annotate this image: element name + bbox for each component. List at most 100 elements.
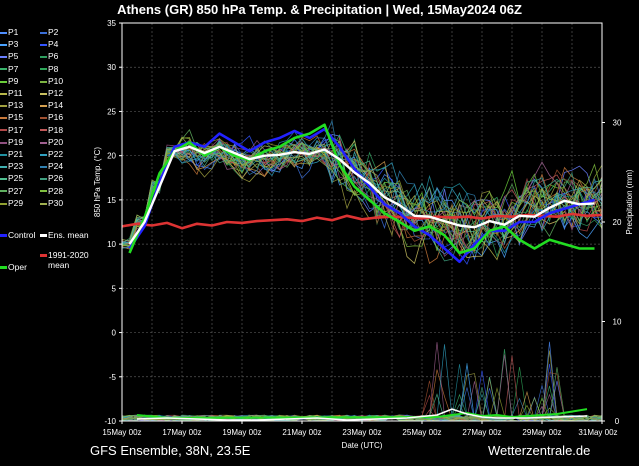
ens-mean-precip-line xyxy=(136,408,588,421)
legend-item-p14: P14 xyxy=(40,100,63,110)
x-tick-label: 19May 00z xyxy=(222,428,261,437)
legend-item-p4-label: P4 xyxy=(48,39,59,50)
legend-item-p21-label: P21 xyxy=(8,149,24,159)
legend-item-p21: P21 xyxy=(0,149,23,159)
legend-item-p11-label: P11 xyxy=(8,88,23,98)
legend-item-p16: P16 xyxy=(40,112,63,122)
y-tick-label: 25 xyxy=(107,107,116,116)
legend-item-p5-label: P5 xyxy=(8,51,19,62)
x-tick-label: 29May 00z xyxy=(522,428,561,437)
legend-item-p18: P18 xyxy=(40,125,63,135)
model-info: GFS Ensemble, 38N, 23.5E xyxy=(90,443,251,458)
chart-title: Athens (GR) 850 hPa Temp. & Precipitatio… xyxy=(117,2,522,17)
legend-item-climate-mean: 1991-2020 mean xyxy=(40,250,89,270)
legend-item-p12-label: P12 xyxy=(48,88,64,98)
legend-item-p7-label: P7 xyxy=(8,63,19,74)
legend-item-p23-swatch xyxy=(0,165,7,168)
legend-item-p25: P25 xyxy=(0,173,23,183)
y-tick-label: -5 xyxy=(109,373,117,382)
legend-item-p13-label: P13 xyxy=(8,100,24,111)
legend-item-p9-swatch xyxy=(0,80,7,83)
legend-item-p5-swatch xyxy=(0,56,7,59)
ens-mean-line xyxy=(128,145,595,245)
legend-item-p14-swatch xyxy=(40,104,47,107)
member-line-P27 xyxy=(121,129,603,247)
legend-item-p14-label: P14 xyxy=(48,100,64,111)
legend-item-p19-swatch xyxy=(0,141,7,144)
legend-item-p22-label: P22 xyxy=(48,149,64,159)
legend-item-p18-label: P18 xyxy=(48,124,64,135)
y-tick-label: 5 xyxy=(112,284,117,293)
legend-item-p20: P20 xyxy=(40,137,63,147)
legend-item-p9-label: P9 xyxy=(8,75,19,86)
legend-item-climate-mean-label: 1991-2020 xyxy=(48,250,89,260)
legend-item-control: Control xyxy=(0,230,35,240)
legend-item-p20-label: P20 xyxy=(48,136,64,147)
legend-item-p13: P13 xyxy=(0,100,23,110)
oper-precip-line xyxy=(136,408,588,419)
legend-item-p24: P24 xyxy=(40,161,63,171)
legend-item-p23-label: P23 xyxy=(8,161,24,172)
legend-item-p28-swatch xyxy=(40,190,47,193)
legend-item-p29-swatch xyxy=(0,202,7,205)
axes: -10 -5 0 5 10 15 20 25 30 35 0 10 20 30 15May 00z 17May… xyxy=(93,19,634,450)
legend-item-p23: P23 xyxy=(0,161,23,171)
legend-item-p7-swatch xyxy=(0,68,7,71)
legend-item-p16-swatch xyxy=(40,117,47,120)
legend-item-p3-label: P3 xyxy=(8,39,19,50)
legend-item-p8: P8 xyxy=(40,64,58,74)
legend-item-p3: P3 xyxy=(0,39,18,49)
legend-item-p28-label: P28 xyxy=(48,185,64,196)
legend-item-p25-label: P25 xyxy=(8,173,24,184)
legend-item-climate-mean-swatch xyxy=(40,254,47,258)
legend-item-p13-swatch xyxy=(0,104,7,107)
legend-item-p20-swatch xyxy=(40,141,47,144)
legend-item-p1-swatch xyxy=(0,31,7,34)
x-axis-label: Date (UTC) xyxy=(342,441,383,450)
legend-item-p26-label: P26 xyxy=(48,173,64,184)
y2-tick-label: 0 xyxy=(615,417,620,426)
legend-item-p15-swatch xyxy=(0,117,7,120)
y-tick-label: 35 xyxy=(107,19,116,28)
legend-item-p28: P28 xyxy=(40,186,63,196)
legend-item-p30-swatch xyxy=(40,202,47,205)
legend-item-p6: P6 xyxy=(40,51,58,61)
legend-item-p9: P9 xyxy=(0,76,18,86)
legend-item-p1-label: P1 xyxy=(8,27,19,37)
legend-item-p21-swatch xyxy=(0,153,7,156)
legend-item-p11: P11 xyxy=(0,88,23,98)
y-tick-label: 30 xyxy=(107,63,116,72)
legend-item-ens-mean-label: Ens. mean xyxy=(48,230,89,240)
oper-line xyxy=(128,123,595,255)
legend-item-p2-label: P2 xyxy=(48,27,59,37)
legend-item-p26: P26 xyxy=(40,173,63,183)
x-tick-label: 23May 00z xyxy=(342,428,381,437)
legend-item-p10: P10 xyxy=(40,76,63,86)
member-line-P26 xyxy=(121,136,603,262)
legend-item-p11-swatch xyxy=(0,92,7,95)
y2-tick-label: 20 xyxy=(613,218,622,227)
legend-item-p18-swatch xyxy=(40,129,47,132)
legend-item-p19-label: P19 xyxy=(8,136,24,147)
member-line-P22 xyxy=(121,143,603,244)
legend-item-p3-swatch xyxy=(0,43,7,46)
legend-item-control-label: Control xyxy=(8,230,36,240)
legend-item-p17-swatch xyxy=(0,129,7,132)
legend-item-p30-label: P30 xyxy=(48,197,64,208)
legend-item-oper: Oper xyxy=(0,262,27,272)
legend-item-p29-label: P29 xyxy=(8,197,24,208)
legend-item-ens-mean-swatch xyxy=(40,234,47,238)
legend-item-p15-label: P15 xyxy=(8,112,24,123)
y2-tick-label: 10 xyxy=(613,318,622,327)
legend-item-p27-swatch xyxy=(0,190,7,193)
legend-item-oper-label: Oper xyxy=(8,262,27,272)
legend-item-p2: P2 xyxy=(40,27,58,37)
legend-item-p12: P12 xyxy=(40,88,63,98)
legend-item-p25-swatch xyxy=(0,178,7,181)
legend-item-p27-label: P27 xyxy=(8,185,24,196)
x-tick-label: 27May 00z xyxy=(462,428,501,437)
legend-item-p22: P22 xyxy=(40,149,63,159)
main-series xyxy=(121,123,603,421)
legend-item-p1: P1 xyxy=(0,27,18,37)
